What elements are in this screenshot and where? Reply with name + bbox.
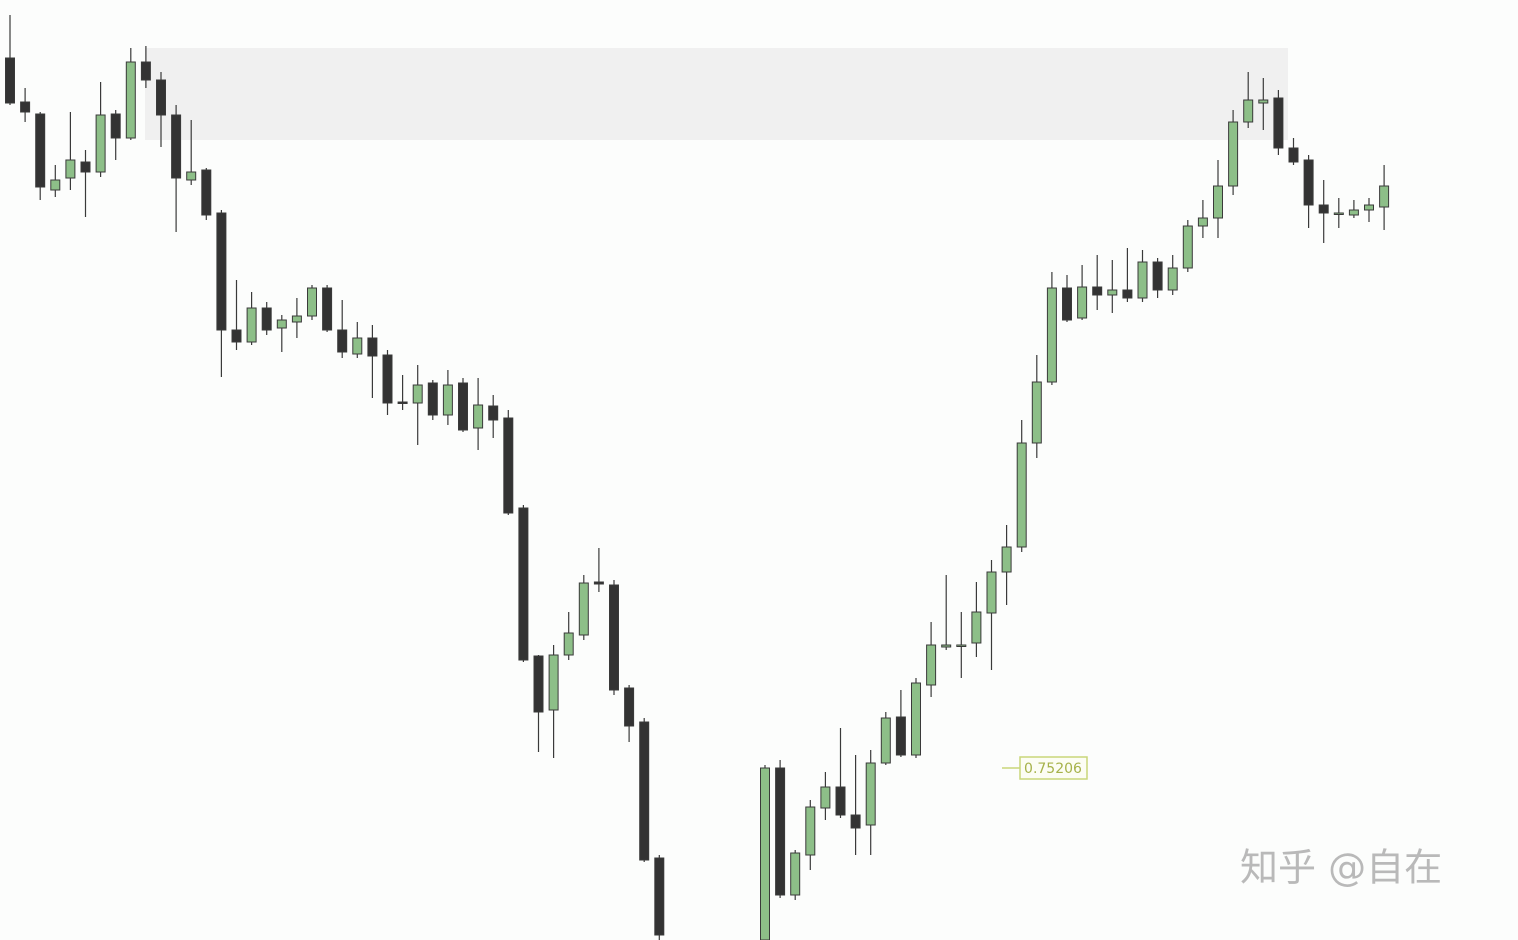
candle-body-down — [609, 584, 619, 691]
candle-body-down — [593, 581, 604, 585]
candle-body-up — [473, 404, 484, 429]
candle-body-down — [488, 405, 499, 421]
candle-body-up — [941, 644, 952, 648]
candle-body-up — [1348, 209, 1359, 216]
candle-body-down — [1273, 97, 1284, 149]
candle-body-up — [1243, 99, 1254, 123]
candle-body-up — [548, 654, 559, 711]
candle-body-up — [805, 806, 816, 856]
candle-body-up — [986, 571, 997, 614]
candle-body-up — [307, 287, 317, 317]
candle-body-up — [563, 632, 574, 656]
candle-body-up — [95, 114, 106, 173]
candle-body-up — [956, 644, 967, 647]
candle-body-up — [246, 307, 257, 343]
candle-body-down — [1303, 159, 1314, 206]
candle-body-down — [895, 716, 906, 756]
candle-layer — [5, 15, 1390, 940]
candle-body-up — [1031, 381, 1042, 444]
candle-body-down — [518, 507, 529, 661]
candle-body-down — [1092, 286, 1103, 296]
candle-body-up — [1167, 267, 1178, 291]
candle-body-up — [760, 767, 770, 940]
candle-body-down — [775, 767, 786, 896]
candle-body-down — [35, 113, 46, 188]
candle-body-up — [911, 682, 921, 756]
candle-body-up — [65, 159, 76, 179]
candle-body-up — [352, 337, 363, 355]
candle-body-down — [397, 401, 408, 404]
candle-body-down — [156, 79, 166, 116]
marker-layer: 0.75206 — [1002, 756, 1088, 780]
candle-body-down — [140, 61, 151, 81]
candle-body-up — [1182, 225, 1193, 269]
candle-body-down — [654, 857, 665, 936]
candle-body-up — [1379, 185, 1390, 208]
candle-body-down — [1318, 204, 1329, 214]
candle-body-down — [20, 101, 31, 113]
candle-body-up — [880, 717, 891, 764]
candle-body-up — [1016, 442, 1027, 548]
candle-body-up — [50, 179, 61, 191]
zone-layer — [145, 48, 1288, 140]
candle-body-up — [1228, 121, 1239, 187]
candle-body-down — [231, 329, 242, 343]
candle-body-up — [412, 384, 423, 404]
candle-body-down — [624, 687, 635, 727]
candle-body-down — [1062, 287, 1072, 321]
candle-body-up — [442, 384, 453, 416]
candle-body-up — [1001, 546, 1012, 573]
candle-body-down — [503, 417, 514, 514]
candle-body-down — [80, 161, 91, 173]
candle-body-down — [427, 382, 438, 416]
candle-body-down — [458, 382, 468, 431]
candle-body-down — [850, 814, 861, 829]
candle-body-up — [971, 611, 982, 644]
candle-body-up — [125, 61, 136, 139]
candle-body-down — [216, 212, 227, 331]
candle-body-down — [382, 354, 393, 404]
candle-body-up — [1197, 217, 1208, 227]
candle-body-down — [1122, 289, 1133, 299]
candle-body-up — [820, 786, 831, 809]
candle-body-down — [835, 786, 846, 816]
candle-body-up — [1213, 185, 1223, 219]
candle-body-up — [1046, 287, 1057, 383]
candle-body-up — [1333, 212, 1344, 215]
candle-body-up — [276, 319, 287, 329]
candle-body-down — [5, 57, 15, 104]
price-marker-box — [1019, 756, 1088, 780]
candle-body-up — [1077, 286, 1088, 319]
candle-body-up — [926, 644, 937, 686]
zone — [145, 48, 1288, 140]
candle-body-down — [639, 721, 650, 861]
watermark: 知乎 @自在 — [1240, 846, 1442, 890]
candle-body-up — [578, 582, 589, 636]
candle-body-up — [1107, 289, 1118, 296]
candle-body-up — [186, 171, 197, 181]
candle-body-down — [110, 113, 121, 139]
candle-body-down — [1288, 147, 1299, 163]
candle-body-down — [367, 337, 378, 357]
candle-body-up — [1137, 261, 1148, 299]
candle-body-down — [1152, 261, 1163, 291]
candle-body-up — [291, 315, 302, 323]
candle-body-down — [171, 114, 182, 179]
candle-body-up — [1364, 204, 1374, 211]
candle-body-down — [337, 329, 348, 353]
candle-body-up — [1258, 99, 1269, 104]
price-marker-label: 0.75206 — [1024, 761, 1082, 777]
candle-body-down — [322, 287, 333, 331]
candle-body-down — [201, 169, 212, 216]
candle-body-up — [790, 852, 801, 896]
candle-body-up — [865, 762, 876, 826]
candle-body-down — [533, 655, 544, 713]
candle-body-down — [261, 307, 272, 331]
